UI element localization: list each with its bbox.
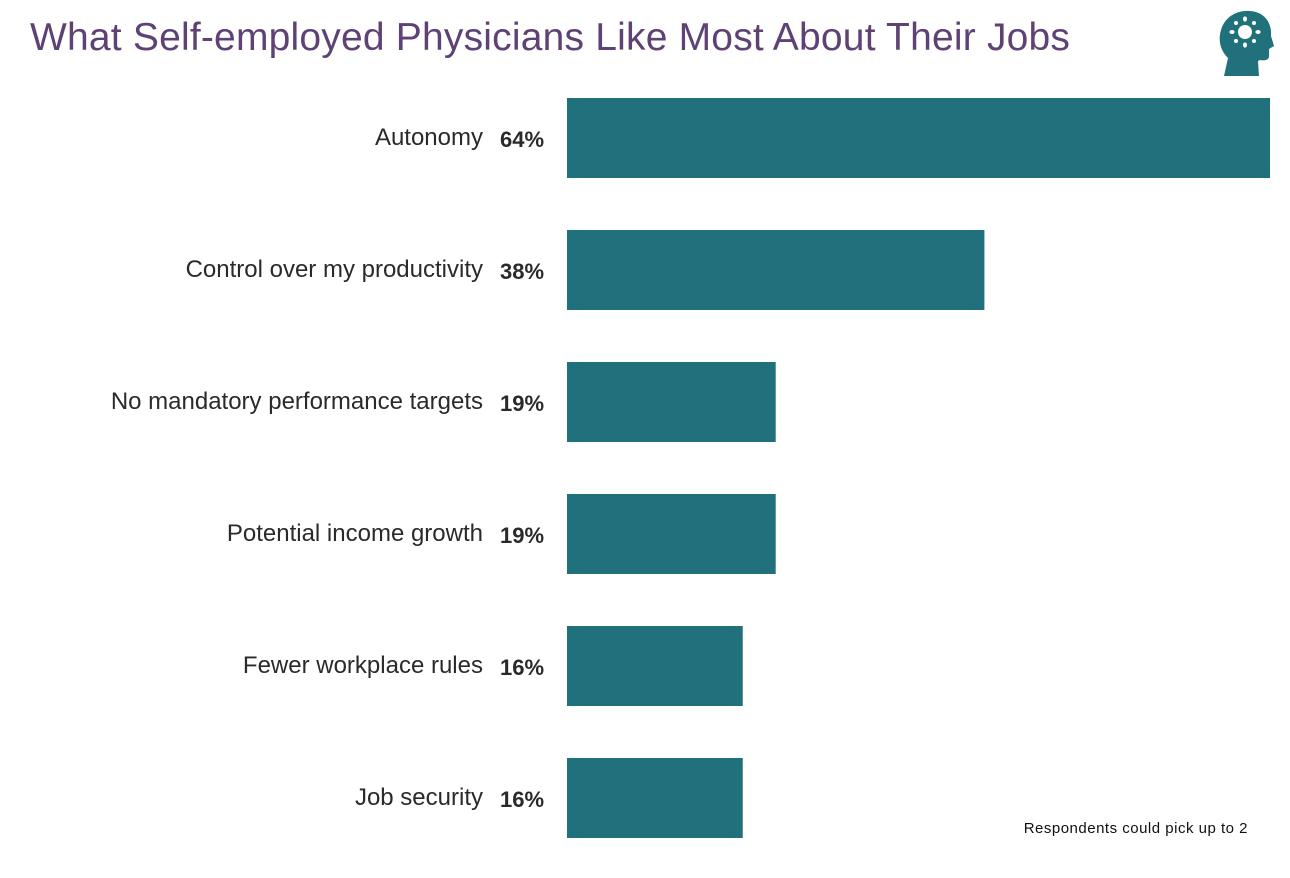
bar — [567, 758, 743, 838]
bar — [567, 362, 776, 442]
category-label: Fewer workplace rules — [243, 652, 483, 679]
category-label: Autonomy — [375, 124, 483, 151]
value-label: 16% — [500, 655, 544, 680]
bar — [567, 230, 985, 310]
value-label: 64% — [500, 127, 544, 152]
bar — [567, 626, 743, 706]
footnote: Respondents could pick up to 2 — [1023, 820, 1248, 837]
value-label: 19% — [500, 391, 544, 416]
value-label: 16% — [500, 787, 544, 812]
bar — [567, 98, 1270, 178]
chart-title: What Self-employed Physicians Like Most … — [30, 16, 1071, 59]
category-label: No mandatory performance targets — [111, 388, 483, 415]
value-label: 38% — [500, 259, 544, 284]
head-lightbulb-icon — [1219, 10, 1274, 76]
category-label: Control over my productivity — [186, 256, 483, 283]
bar — [567, 494, 776, 574]
category-label: Potential income growth — [227, 520, 483, 547]
value-label: 19% — [500, 523, 544, 548]
category-label: Job security — [355, 784, 483, 811]
